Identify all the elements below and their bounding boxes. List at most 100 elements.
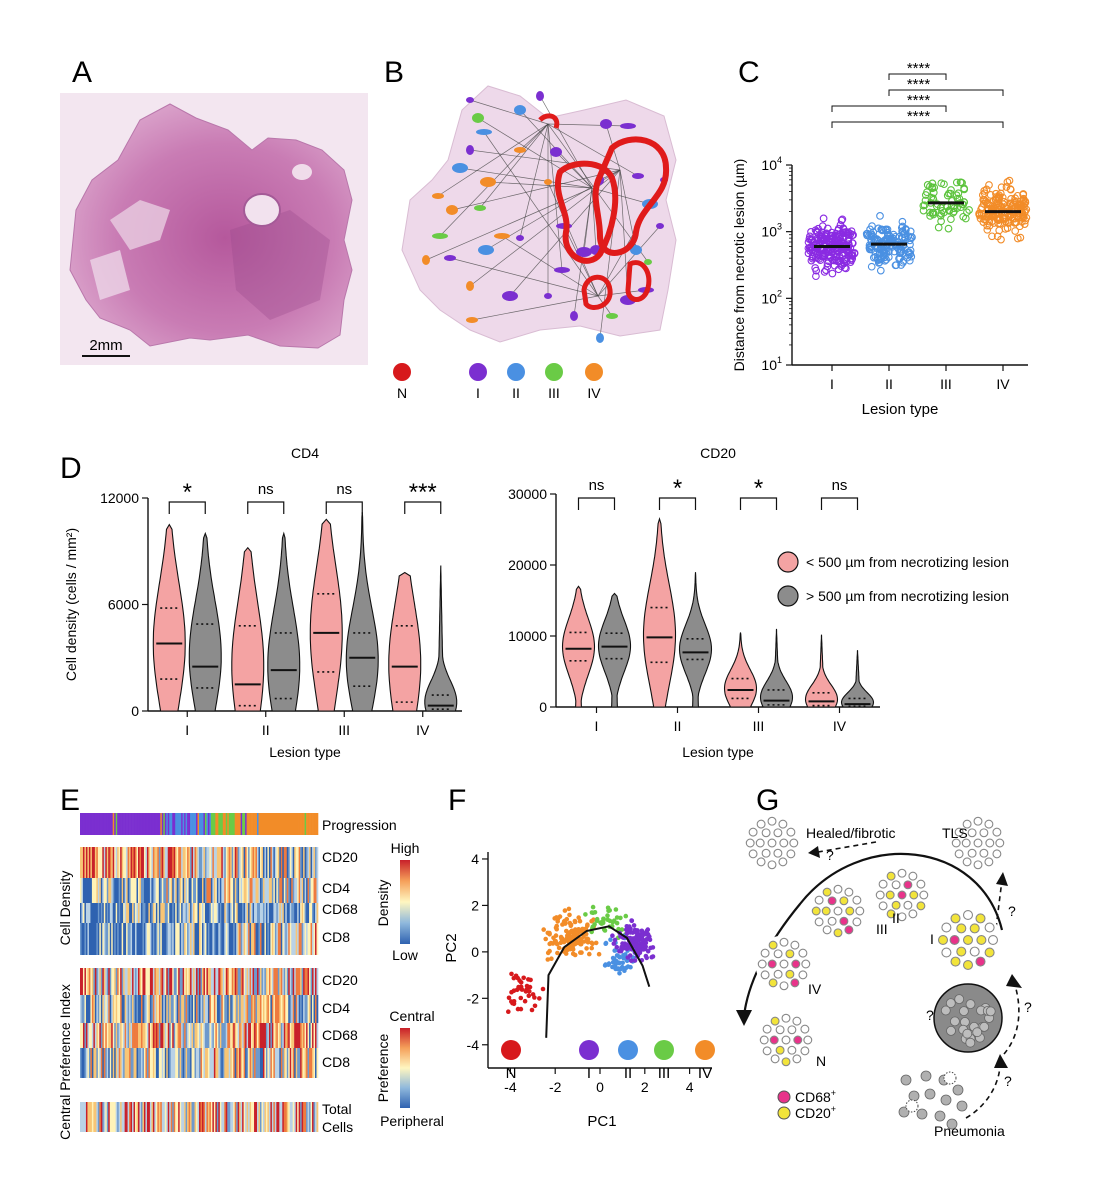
heatmap-cell [222, 847, 225, 878]
g-stage-ii-cluster-cell [897, 890, 907, 900]
heatmap-cell [215, 903, 218, 923]
f-legend-dot [654, 1040, 674, 1060]
heatmap-cell [248, 923, 250, 955]
heatmap-cell [294, 1023, 296, 1048]
c-significance-label: **** [907, 76, 931, 93]
lesion-marker [514, 105, 526, 115]
heatmap-cell [268, 1102, 271, 1132]
heatmap-cell [219, 995, 222, 1023]
heatmap-cell [283, 1048, 286, 1078]
heatmap-cell [309, 878, 311, 903]
heatmap-cell [280, 995, 283, 1023]
heatmap-cell [221, 968, 224, 995]
heatmap-cell [282, 813, 285, 835]
heatmap-cell [151, 1048, 154, 1078]
c-data-point [816, 231, 825, 240]
cpi-row-cd20: CD20 [322, 972, 358, 988]
necrotic-lesion-ring-2 [554, 160, 619, 264]
heatmap-cell [268, 847, 271, 878]
heatmap-cell [157, 995, 160, 1023]
heatmap-cell [267, 1023, 270, 1048]
heatmap-cell [312, 1102, 314, 1132]
heatmap-cell [246, 1102, 249, 1132]
lesion-marker [432, 233, 448, 239]
heatmap-cell [309, 1048, 311, 1078]
heatmap-cell [130, 847, 133, 878]
heatmap-cell [90, 995, 93, 1023]
heatmap-cell [135, 968, 137, 995]
heatmap-cell [248, 995, 250, 1023]
heatmap-cell [282, 1023, 285, 1048]
heatmap-cell [219, 1048, 222, 1078]
heatmap-cell [166, 1048, 169, 1078]
heatmap-cell [158, 813, 161, 835]
g-stage-i-cluster-cell [941, 947, 952, 958]
heatmap-cell [306, 903, 308, 923]
f-data-point [579, 950, 584, 955]
heatmap-cell [100, 1023, 103, 1048]
g-stage-iv-cluster-cell [779, 981, 789, 991]
heatmap-cell [115, 813, 118, 835]
heatmap-cell [225, 995, 228, 1023]
heatmap-cell [292, 1048, 295, 1078]
g-stage-n-cluster-cell [792, 1016, 802, 1026]
heatmap-cell [294, 1102, 296, 1132]
f-y-tick-label: -2 [467, 990, 480, 1006]
heatmap-cell [236, 1023, 238, 1048]
heatmap-cell [230, 995, 233, 1023]
heatmap-cell [140, 878, 143, 903]
heatmap-cell [97, 813, 100, 835]
heatmap-cell [201, 813, 204, 835]
heatmap-cell [111, 968, 114, 995]
f-data-point [631, 923, 637, 928]
heatmap-cell [209, 813, 212, 835]
g-stage-n-cluster-cell [762, 1046, 772, 1056]
heatmap-cell [161, 923, 164, 955]
heatmap-cell [184, 878, 186, 903]
heatmap-cell [282, 968, 285, 995]
heatmap-cell [108, 1102, 111, 1132]
heatmap-cell [265, 968, 268, 995]
heatmap-cell [140, 1102, 143, 1132]
g-pneumonia-cell [940, 1094, 952, 1106]
f-legend-dot [579, 1040, 599, 1060]
c-data-point [875, 245, 884, 254]
heatmap-cell [254, 903, 256, 923]
heatmap-cell [82, 1023, 85, 1048]
heatmap-cell [103, 903, 106, 923]
f-data-point [517, 978, 522, 983]
c-data-point [1019, 194, 1028, 203]
heatmap-cell [167, 903, 170, 923]
heatmap-cell [93, 903, 96, 923]
heatmap-cell [303, 903, 305, 923]
heatmap-cell [213, 1048, 216, 1078]
heatmap-cell [88, 923, 91, 955]
heatmap-cell [264, 923, 267, 955]
f-data-point [528, 977, 533, 983]
heatmap-cell [127, 813, 130, 835]
heatmap-cell [251, 995, 253, 1023]
heatmap-cell [197, 813, 200, 835]
heatmap-cell [221, 813, 224, 835]
g-stage-i-cluster-cell [975, 956, 986, 967]
g-stage-iii-cluster-cell [814, 895, 824, 905]
heatmap-cell [279, 847, 282, 878]
g-healed-cluster-cell [756, 857, 766, 867]
heatmap-cell [191, 847, 194, 878]
heatmap-cell [139, 995, 142, 1023]
heatmap-cell [123, 923, 125, 955]
connector-line [519, 123, 549, 151]
heatmap-cell [262, 1023, 265, 1048]
heatmap-cell [301, 1023, 304, 1048]
heatmap-cell [207, 1023, 210, 1048]
heatmap-cell [160, 847, 163, 878]
heatmap-cell [252, 1102, 255, 1132]
heatmap-cell [194, 1023, 197, 1048]
connector-line [501, 235, 599, 297]
heatmap-cell [254, 968, 256, 995]
heatmap-cell [149, 995, 152, 1023]
heatmap-cell [91, 878, 94, 903]
heatmap-cell [242, 923, 244, 955]
heatmap-cell [154, 813, 157, 835]
